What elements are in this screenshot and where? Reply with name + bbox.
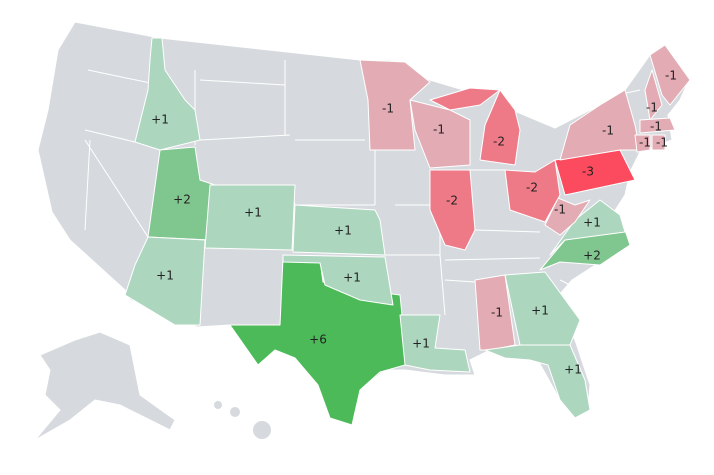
state-label: +1	[564, 363, 582, 377]
state-label: -2	[493, 135, 505, 149]
regions	[124, 37, 691, 426]
hawaii	[214, 401, 271, 439]
state-label: -1	[639, 136, 651, 150]
state-label: -1	[656, 136, 668, 150]
state	[429, 87, 501, 111]
labels: +1 +2 +1 +1 +6 +1 +1 +1 -1 +1 +1 +2 +1 -1 -2 -3 -2 -2 -1 -1…	[151, 69, 677, 377]
state	[484, 344, 591, 419]
state-label: -1	[650, 120, 662, 134]
state-label: +2	[173, 193, 191, 207]
state-label: +2	[583, 249, 601, 263]
state	[651, 134, 666, 151]
state	[429, 169, 476, 251]
state	[409, 99, 471, 169]
state-label: +6	[309, 333, 327, 347]
state-label: -1	[433, 123, 445, 137]
state	[479, 89, 521, 166]
state	[204, 184, 296, 251]
state-label: +1	[583, 216, 601, 230]
state	[649, 44, 691, 106]
state-label: +1	[244, 206, 262, 220]
state	[644, 69, 663, 121]
state-label: -1	[602, 124, 614, 138]
state-label: -2	[446, 194, 458, 208]
state	[282, 254, 394, 306]
state-label: +1	[334, 224, 352, 238]
state	[124, 236, 206, 326]
state	[504, 159, 561, 223]
state-label: -1	[554, 203, 566, 217]
state	[559, 89, 641, 161]
state-label: -2	[526, 181, 538, 195]
state	[634, 134, 651, 153]
alaska	[34, 331, 176, 441]
state-label: -1	[646, 101, 658, 115]
state-label: -1	[665, 69, 677, 83]
state-label: +1	[531, 304, 549, 318]
state-label: +1	[151, 113, 169, 127]
state	[399, 314, 471, 373]
state-label: -1	[382, 102, 394, 116]
state-label: -1	[491, 306, 503, 320]
state	[359, 59, 431, 151]
state-label: +1	[156, 269, 174, 283]
state	[639, 117, 676, 134]
state-label: -3	[582, 165, 594, 179]
state	[504, 271, 581, 346]
state-label: +1	[343, 271, 361, 285]
state	[134, 37, 201, 151]
state	[292, 204, 386, 256]
state-label: +1	[412, 337, 430, 351]
